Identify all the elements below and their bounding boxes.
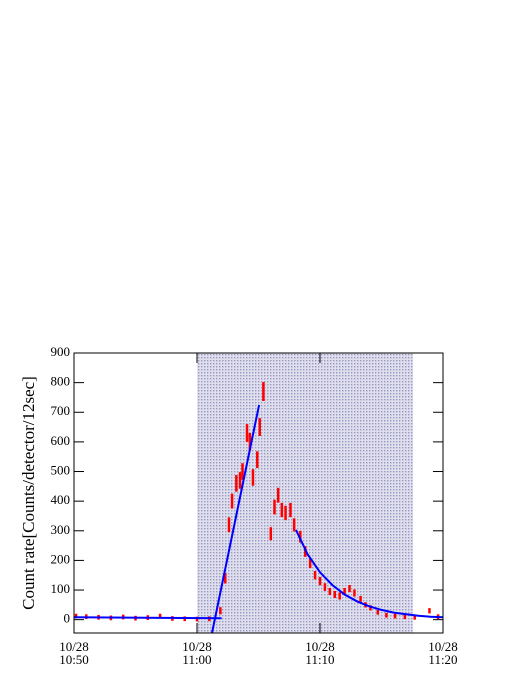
y-tick-label: 700 — [51, 403, 71, 418]
y-tick-label: 0 — [64, 611, 71, 626]
x-tick-label: 11:10 — [305, 652, 334, 667]
y-tick-label: 200 — [51, 551, 71, 566]
plot-frame — [73, 352, 444, 634]
y-tick-label: 300 — [51, 522, 71, 537]
fit-line — [211, 404, 261, 634]
x-tick-label: 10/28 — [182, 639, 212, 654]
y-tick-label: 900 — [51, 344, 71, 359]
x-tick-label: 10:50 — [59, 652, 89, 667]
x-tick-label: 11:00 — [182, 652, 211, 667]
y-tick-label: 500 — [51, 463, 71, 478]
shaded-pattern — [197, 353, 414, 633]
x-tick-label: 10/28 — [59, 639, 89, 654]
y-tick-label: 400 — [51, 492, 71, 507]
y-tick-label: 800 — [51, 374, 71, 389]
x-tick-label: 10/28 — [305, 639, 335, 654]
y-axis-title: Count rate[Counts/detector/12sec] — [19, 376, 38, 610]
x-tick-label: 10/28 — [428, 639, 458, 654]
y-tick-label: 100 — [51, 581, 71, 596]
fit-line — [73, 616, 222, 620]
fit-line — [295, 529, 444, 619]
y-tick-label: 600 — [51, 433, 71, 448]
x-tick-label: 11:20 — [428, 652, 457, 667]
